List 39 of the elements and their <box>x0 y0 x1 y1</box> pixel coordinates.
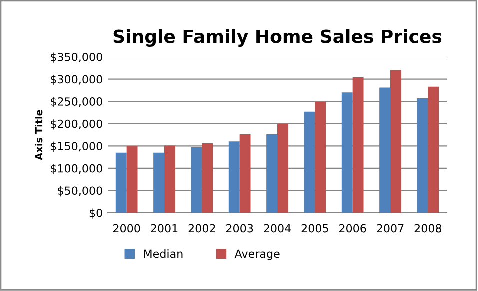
bar <box>116 152 127 213</box>
y-tick-label: $250,000 <box>51 97 102 108</box>
legend-label: Average <box>234 250 280 260</box>
y-tick-label: $150,000 <box>51 142 102 152</box>
x-tick-label: 2003 <box>226 224 254 233</box>
bar <box>315 102 326 213</box>
bar <box>126 146 138 213</box>
bar <box>266 134 278 213</box>
x-tick-label: 2006 <box>340 224 366 233</box>
x-tick-label: 2000 <box>114 224 140 233</box>
x-tick-label: 2005 <box>302 224 328 233</box>
bar <box>390 70 402 213</box>
bar <box>240 134 251 213</box>
bar <box>154 152 164 213</box>
y-tick-label: $50,000 <box>58 186 102 197</box>
bar <box>191 147 202 213</box>
y-tick-label: $100,000 <box>51 164 102 174</box>
x-tick-label: 2007 <box>377 224 404 233</box>
x-tick-label: 2008 <box>414 224 442 233</box>
bar <box>380 88 390 213</box>
bar <box>342 92 353 213</box>
bar <box>352 78 364 213</box>
x-tick-label: 2004 <box>264 224 292 233</box>
bar <box>228 142 240 213</box>
bar <box>417 98 428 213</box>
x-tick-label: 2002 <box>188 224 216 233</box>
chart-title: Single Family Home Sales Prices <box>114 29 442 48</box>
bar <box>164 146 176 213</box>
legend-label: Median <box>144 250 183 258</box>
bar <box>278 124 288 213</box>
y-tick-label: $200,000 <box>51 120 102 130</box>
y-tick-label: $350,000 <box>51 52 102 63</box>
bar <box>428 86 440 213</box>
bar <box>304 112 316 213</box>
y-tick-label: $0 <box>90 208 102 219</box>
y-axis-title: Axis Title <box>35 110 43 160</box>
bar <box>202 143 214 213</box>
x-tick-label: 2001 <box>151 224 178 233</box>
y-tick-label: $300,000 <box>51 75 102 86</box>
